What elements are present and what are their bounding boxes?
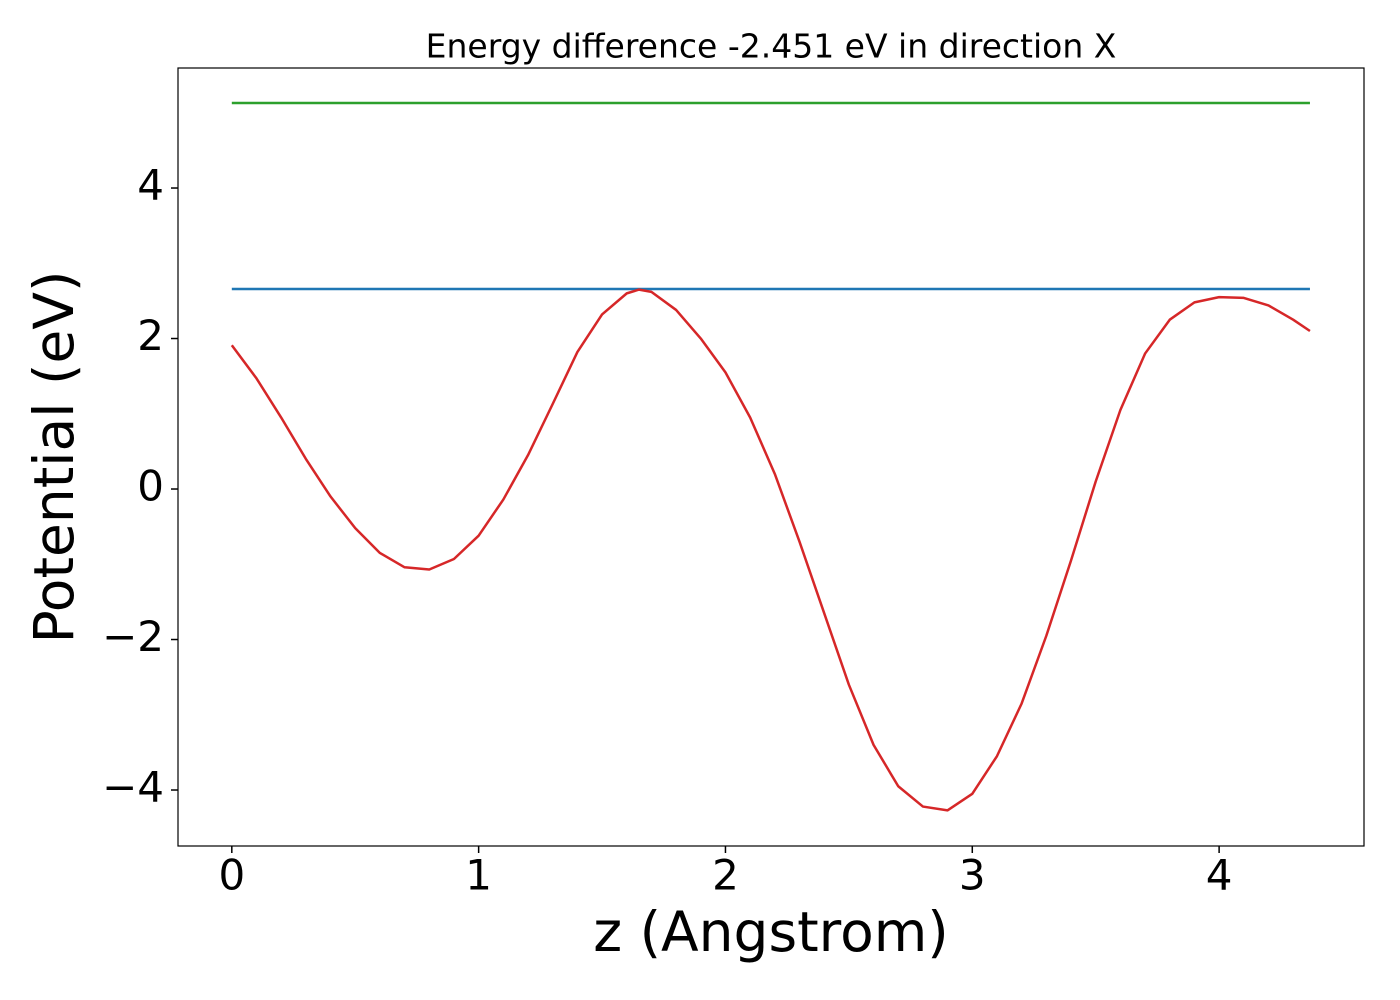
y-tick-label: −2 [102, 612, 164, 661]
plot-frame [177, 67, 1365, 847]
x-axis-label: z (Angstrom) [593, 900, 949, 964]
x-tick-label: 0 [218, 851, 245, 900]
y-tick-label: 2 [137, 311, 164, 360]
x-tick-label: 1 [465, 851, 492, 900]
x-tick-label: 3 [959, 851, 986, 900]
y-tick-label: 4 [137, 161, 164, 210]
series-line [230, 288, 1311, 812]
y-tick-label: 0 [137, 462, 164, 511]
x-tick-label: 4 [1206, 851, 1233, 900]
chart-title: Energy difference -2.451 eV in direction… [426, 27, 1117, 66]
x-tick-label: 2 [712, 851, 739, 900]
y-tick-label: −4 [102, 763, 164, 812]
y-axis-label: Potential (eV) [22, 271, 86, 644]
